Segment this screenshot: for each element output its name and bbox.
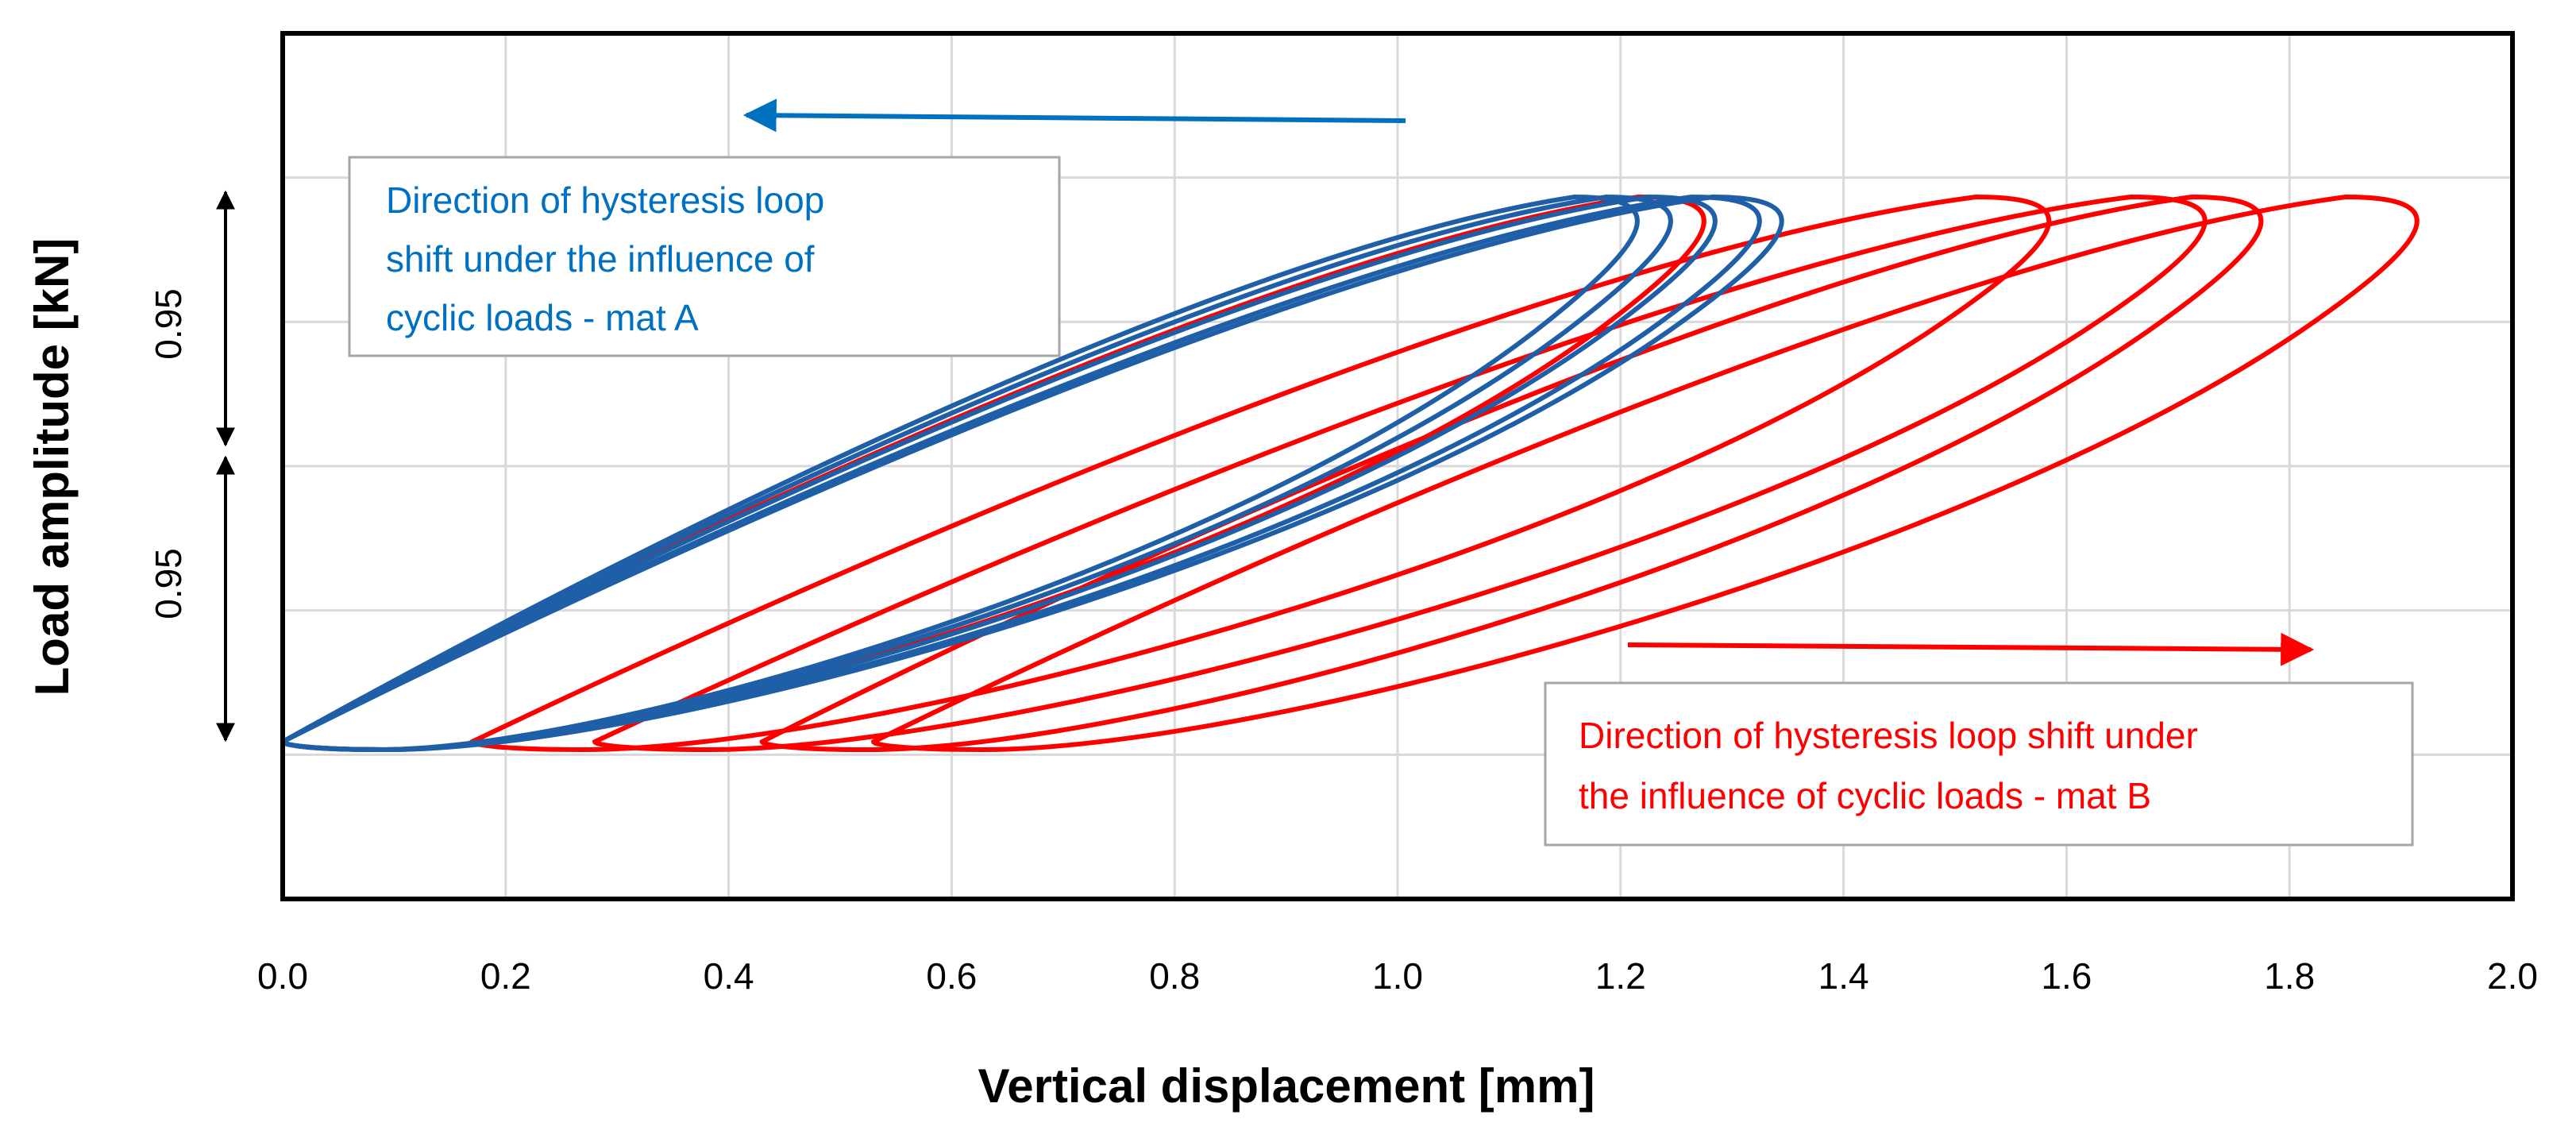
amplitude-label-lower: 0.95 [148, 548, 189, 619]
x-tick-labels: 0.0 0.2 0.4 0.6 0.8 1.0 1.2 1.4 1.6 1.8 2.0 [257, 955, 2538, 997]
annotation-mat-b-line-2: the influence of cyclic loads - mat B [1579, 775, 2151, 816]
x-tick-label: 1.4 [1818, 955, 1869, 997]
annotation-mat-a-line-1: Direction of hysteresis loop [386, 179, 824, 221]
annotation-mat-b-line-1: Direction of hysteresis loop shift under [1579, 715, 2198, 756]
x-tick-label: 1.0 [1372, 955, 1423, 997]
annotation-mat-a: Direction of hysteresis loop shift under… [348, 156, 1061, 357]
annotation-mat-a-line-2: shift under the influence of [386, 238, 815, 280]
annotation-mat-a-box [348, 156, 1061, 357]
y-axis-title: Load amplitude [kN] [25, 238, 79, 696]
mat-a-shift-arrow [742, 98, 1406, 133]
hysteresis-loop-mat-b [871, 194, 2420, 753]
annotation-mat-b-box [1544, 681, 2414, 847]
x-tick-label: 0.6 [926, 955, 977, 997]
annotation-mat-b: Direction of hysteresis loop shift under… [1544, 681, 2414, 847]
x-tick-label: 1.8 [2264, 955, 2315, 997]
hysteresis-loops [283, 194, 2420, 753]
hysteresis-loop-mat-b [759, 194, 2264, 753]
hysteresis-loop-mat-a [283, 194, 1784, 753]
mat-b-shift-arrow [1627, 632, 2315, 666]
hysteresis-loop-mat-b [592, 194, 2208, 753]
annotation-mat-a-line-3: cyclic loads - mat A [386, 297, 699, 338]
plot-frame [280, 31, 2515, 901]
x-tick-label: 0.4 [704, 955, 754, 997]
x-tick-label: 0.2 [480, 955, 531, 997]
x-tick-label: 1.2 [1595, 955, 1646, 997]
x-tick-label: 0.8 [1149, 955, 1200, 997]
x-tick-label: 0.0 [257, 955, 308, 997]
amplitude-markers: 0.95 0.95 [148, 190, 235, 743]
x-axis-title: Vertical displacement [mm] [978, 1059, 1595, 1113]
x-tick-label: 2.0 [2487, 955, 2538, 997]
x-tick-label: 1.6 [2041, 955, 2092, 997]
amplitude-label-upper: 0.95 [148, 288, 189, 360]
